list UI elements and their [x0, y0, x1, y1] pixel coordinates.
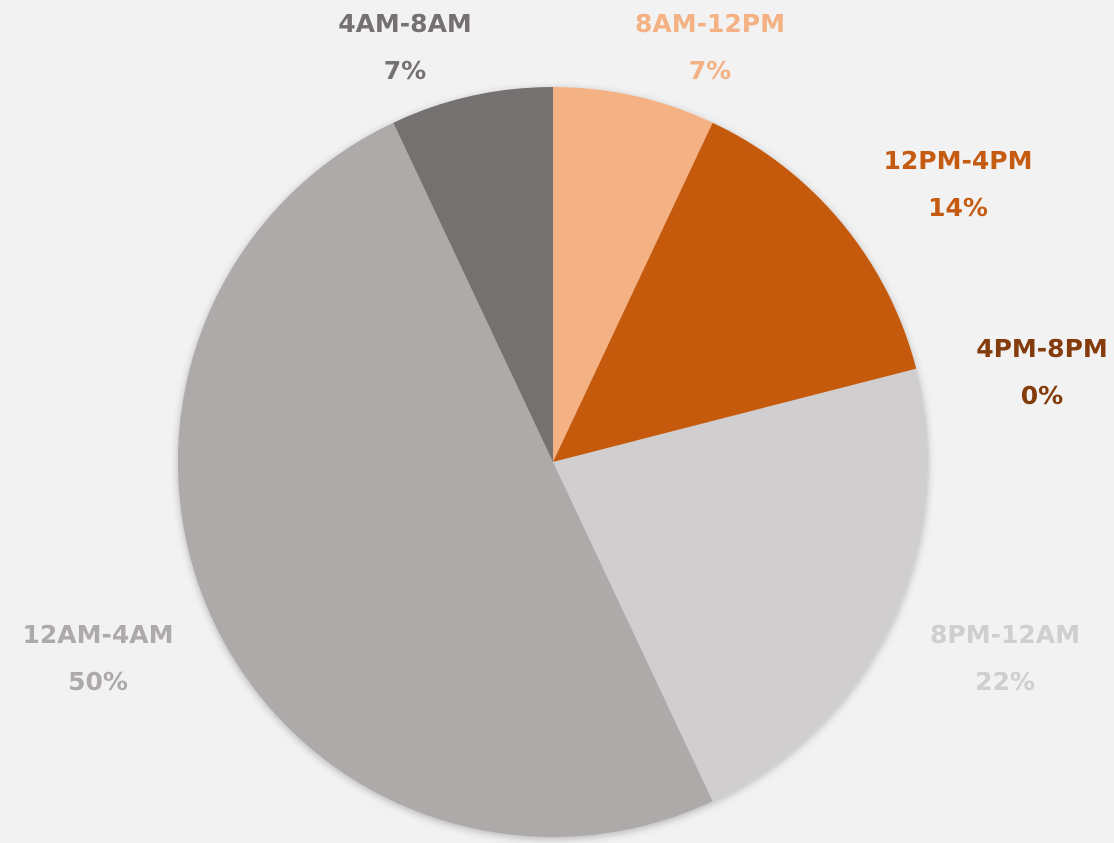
slice-label: 12AM-4AM	[22, 620, 173, 649]
pie-slice	[393, 87, 553, 462]
pie-slice	[553, 368, 928, 802]
slice-label: 4AM-8AM	[338, 9, 472, 38]
slice-value: 7%	[384, 56, 426, 85]
slice-label: 12PM-4PM	[884, 146, 1033, 175]
slice-label: 4PM-8PM	[976, 334, 1108, 363]
slice-value: 14%	[928, 193, 988, 222]
slice-value: 7%	[689, 56, 731, 85]
pie-slice	[177, 122, 713, 838]
slice-label: 8PM-12AM	[930, 620, 1080, 649]
slice-label: 8AM-12PM	[635, 9, 785, 38]
slice-value: 0%	[1021, 381, 1063, 410]
slice-value: 22%	[975, 667, 1035, 696]
pie-slice	[553, 122, 917, 463]
pie-slice	[553, 87, 713, 462]
slice-value: 50%	[68, 667, 128, 696]
pie	[177, 87, 928, 838]
